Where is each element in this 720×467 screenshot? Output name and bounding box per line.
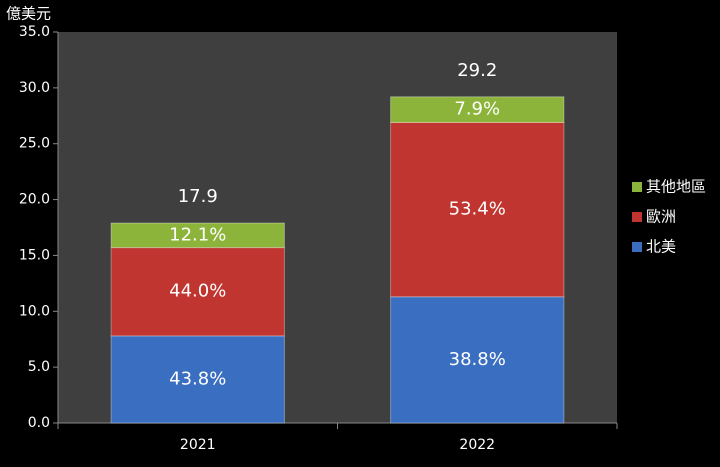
legend-marker <box>632 212 642 222</box>
y-tick-label: 15.0 <box>19 247 50 263</box>
segment-label: 53.4% <box>449 199 506 220</box>
y-tick-label: 30.0 <box>19 80 50 96</box>
legend-label: 歐洲 <box>646 208 676 226</box>
y-tick-label: 20.0 <box>19 192 50 208</box>
segment-label: 43.8% <box>169 368 226 389</box>
legend-marker <box>632 182 642 192</box>
y-tick-label: 0.0 <box>28 415 50 431</box>
segment-label: 44.0% <box>169 281 226 302</box>
segment-label: 12.1% <box>169 224 226 245</box>
legend-marker <box>632 242 642 252</box>
y-tick-label: 5.0 <box>28 359 50 375</box>
y-axis-unit: 億美元 <box>6 5 51 23</box>
x-tick-label: 2022 <box>459 437 495 453</box>
bar-segment <box>110 247 285 337</box>
x-tick-label: 2021 <box>180 437 216 453</box>
bar-segment <box>390 296 565 424</box>
y-tick-label: 35.0 <box>19 24 50 40</box>
segment-label: 38.8% <box>449 349 506 370</box>
total-label: 17.9 <box>178 186 218 207</box>
legend-label: 其他地區 <box>646 178 706 196</box>
segment-label: 7.9% <box>454 99 500 120</box>
bar-segment <box>390 96 565 123</box>
y-tick-label: 10.0 <box>19 303 50 319</box>
bar-segment <box>390 121 565 298</box>
y-tick-label: 25.0 <box>19 136 50 152</box>
bar-segment <box>110 222 285 249</box>
legend-label: 北美 <box>646 238 676 256</box>
total-label: 29.2 <box>457 60 497 81</box>
